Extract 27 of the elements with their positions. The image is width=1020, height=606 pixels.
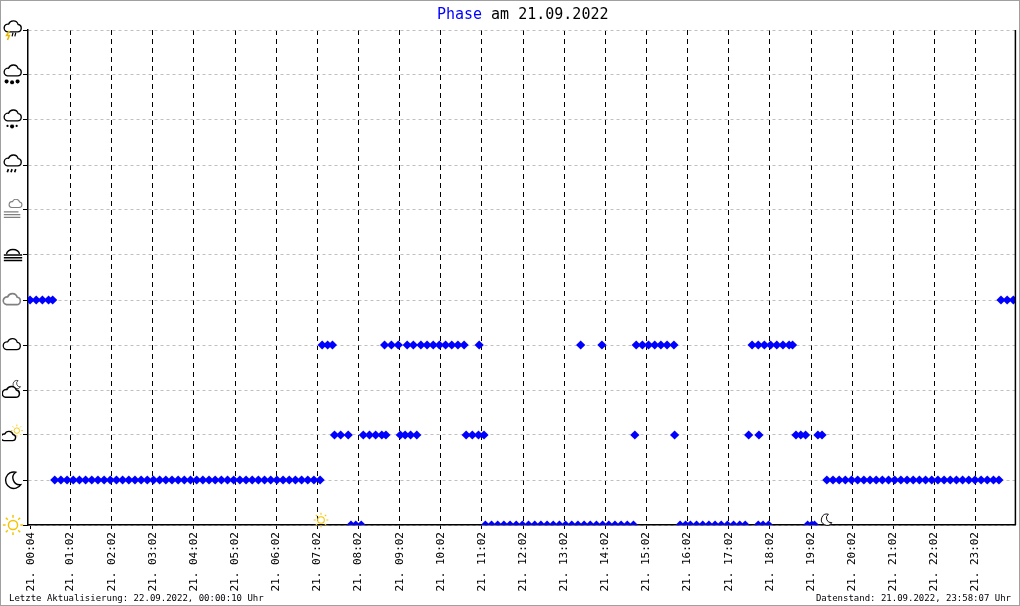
x-tick-label: 21. 16:02 bbox=[680, 532, 694, 592]
x-tick-label: 21. 11:02 bbox=[474, 532, 488, 592]
x-tick-label: 21. 04:02 bbox=[186, 532, 200, 592]
x-tick-label: 21. 14:02 bbox=[598, 532, 612, 592]
x-tick-label: 21. 20:02 bbox=[845, 532, 859, 592]
x-tick-label: 21. 02:02 bbox=[104, 532, 118, 592]
x-tick-label: 21. 08:02 bbox=[351, 532, 365, 592]
x-tick-label: 21. 03:02 bbox=[145, 532, 159, 592]
x-tick-label: 21. 19:02 bbox=[803, 532, 817, 592]
x-tick-label: 21. 09:02 bbox=[392, 532, 406, 592]
x-tick-label: 21. 05:02 bbox=[227, 532, 241, 592]
x-tick-label: 21. 01:02 bbox=[63, 532, 77, 592]
x-tick-label: 21. 12:02 bbox=[515, 532, 529, 592]
x-tick-label: 21. 15:02 bbox=[639, 532, 653, 592]
x-tick-label: 21. 00:04 bbox=[23, 531, 37, 592]
x-tick-label: 21. 18:02 bbox=[762, 532, 776, 592]
x-tick-label: 21. 17:02 bbox=[721, 532, 735, 592]
x-tick-label: 21. 13:02 bbox=[557, 532, 571, 592]
x-tick-label: 21. 10:02 bbox=[433, 532, 447, 592]
x-tick-label: 21. 07:02 bbox=[310, 532, 324, 592]
x-tick-label: 21. 21:02 bbox=[886, 532, 900, 592]
text: Letzte Aktualisierung: 22.09.2022, 00:00:10 Uhr bbox=[9, 593, 264, 603]
chart-title: Phase am 21.09.2022 bbox=[436, 5, 609, 23]
x-tick-label: 21. 22:02 bbox=[927, 532, 941, 592]
x-tick-label: 21. 06:02 bbox=[269, 532, 283, 592]
x-tick-label: 21. 23:02 bbox=[968, 532, 982, 592]
text: Datenstand: 21.09.2022, 23:58:07 Uhr bbox=[815, 593, 1011, 603]
